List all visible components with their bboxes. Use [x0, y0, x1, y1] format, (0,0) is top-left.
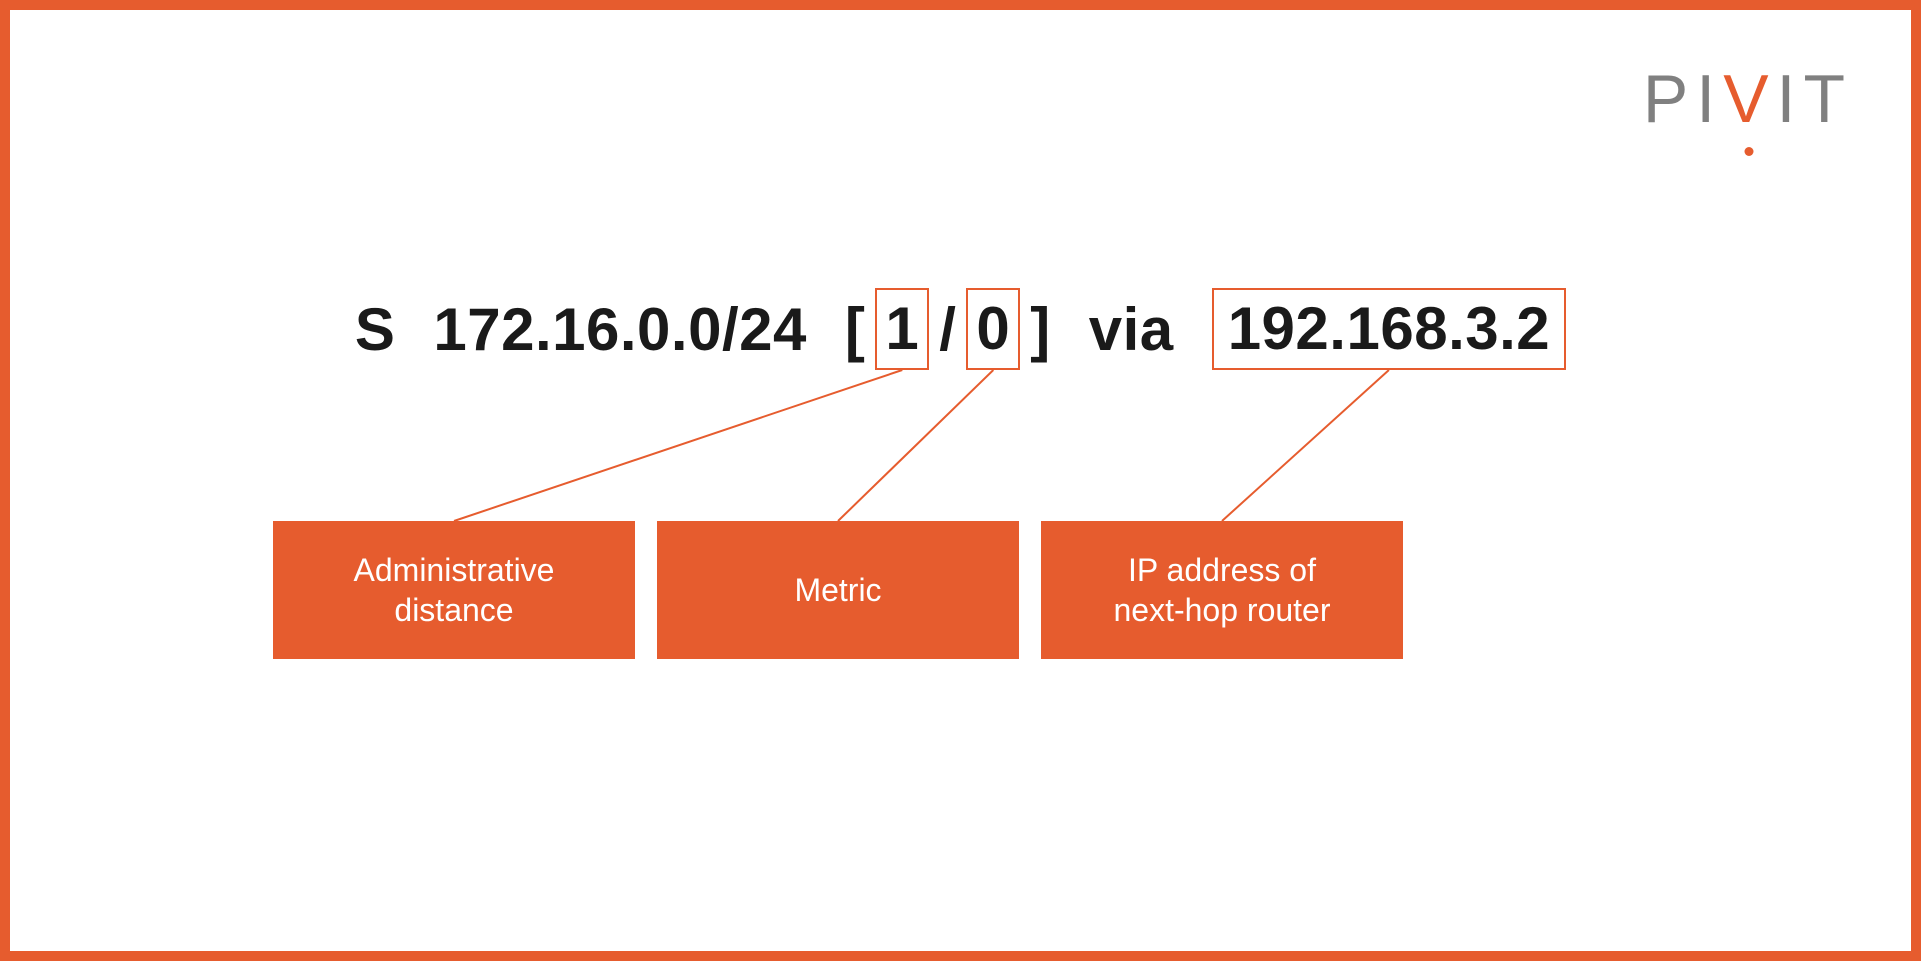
diagram-frame: P I V I T S 172.16.0.0/24 [ 1 / 0 ] via: [0, 0, 1921, 961]
label-text: Administrativedistance: [354, 550, 555, 630]
label-text: Metric: [794, 570, 881, 610]
label-metric: Metric: [657, 521, 1019, 659]
bracket-open: [: [845, 295, 865, 364]
slash: /: [939, 295, 956, 364]
logo-letter: I: [1696, 60, 1721, 138]
logo-letter: T: [1803, 60, 1851, 138]
route-type-code: S: [355, 295, 396, 364]
admin-distance-box: 1: [875, 288, 929, 370]
via-keyword: via: [1089, 295, 1174, 364]
logo-letter-highlight: V: [1723, 61, 1774, 137]
logo-letter: I: [1777, 60, 1802, 138]
diagram-stage: P I V I T S 172.16.0.0/24 [ 1 / 0 ] via: [10, 10, 1911, 951]
bracket-close: ]: [1030, 295, 1050, 364]
metric-box: 0: [966, 288, 1020, 370]
logo-dot-icon: [1744, 147, 1753, 156]
label-next-hop: IP address ofnext-hop router: [1041, 521, 1403, 659]
route-destination: 172.16.0.0/24: [433, 295, 807, 364]
label-admin-distance: Administrativedistance: [273, 521, 635, 659]
logo-letter: P: [1643, 60, 1694, 138]
brand-logo: P I V I T: [1643, 60, 1851, 138]
logo-highlight-wrap: V: [1723, 60, 1774, 138]
label-text: IP address ofnext-hop router: [1113, 550, 1330, 630]
next-hop-box: 192.168.3.2: [1212, 288, 1566, 370]
route-entry: S 172.16.0.0/24 [ 1 / 0 ] via 192.168.3.…: [10, 288, 1911, 370]
connector-lines: [10, 10, 1911, 951]
